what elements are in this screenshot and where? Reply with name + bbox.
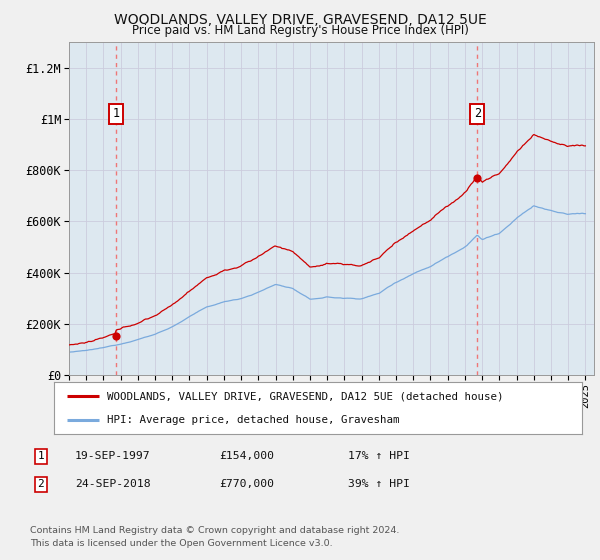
- Text: 19-SEP-1997: 19-SEP-1997: [75, 451, 151, 461]
- Text: £154,000: £154,000: [219, 451, 274, 461]
- Point: [111, 332, 121, 340]
- Text: This data is licensed under the Open Government Licence v3.0.: This data is licensed under the Open Gov…: [30, 539, 332, 548]
- Text: HPI: Average price, detached house, Gravesham: HPI: Average price, detached house, Grav…: [107, 415, 400, 425]
- Text: 1: 1: [37, 451, 44, 461]
- Text: 2: 2: [37, 479, 44, 489]
- Text: WOODLANDS, VALLEY DRIVE, GRAVESEND, DA12 5UE: WOODLANDS, VALLEY DRIVE, GRAVESEND, DA12…: [113, 13, 487, 27]
- Text: 39% ↑ HPI: 39% ↑ HPI: [348, 479, 410, 489]
- Text: £770,000: £770,000: [219, 479, 274, 489]
- Text: 1: 1: [112, 108, 119, 120]
- Text: Price paid vs. HM Land Registry's House Price Index (HPI): Price paid vs. HM Land Registry's House …: [131, 24, 469, 37]
- Text: 2: 2: [474, 108, 481, 120]
- Text: 17% ↑ HPI: 17% ↑ HPI: [348, 451, 410, 461]
- Text: WOODLANDS, VALLEY DRIVE, GRAVESEND, DA12 5UE (detached house): WOODLANDS, VALLEY DRIVE, GRAVESEND, DA12…: [107, 391, 503, 402]
- Text: 24-SEP-2018: 24-SEP-2018: [75, 479, 151, 489]
- Text: Contains HM Land Registry data © Crown copyright and database right 2024.: Contains HM Land Registry data © Crown c…: [30, 526, 400, 535]
- Point: [472, 174, 482, 183]
